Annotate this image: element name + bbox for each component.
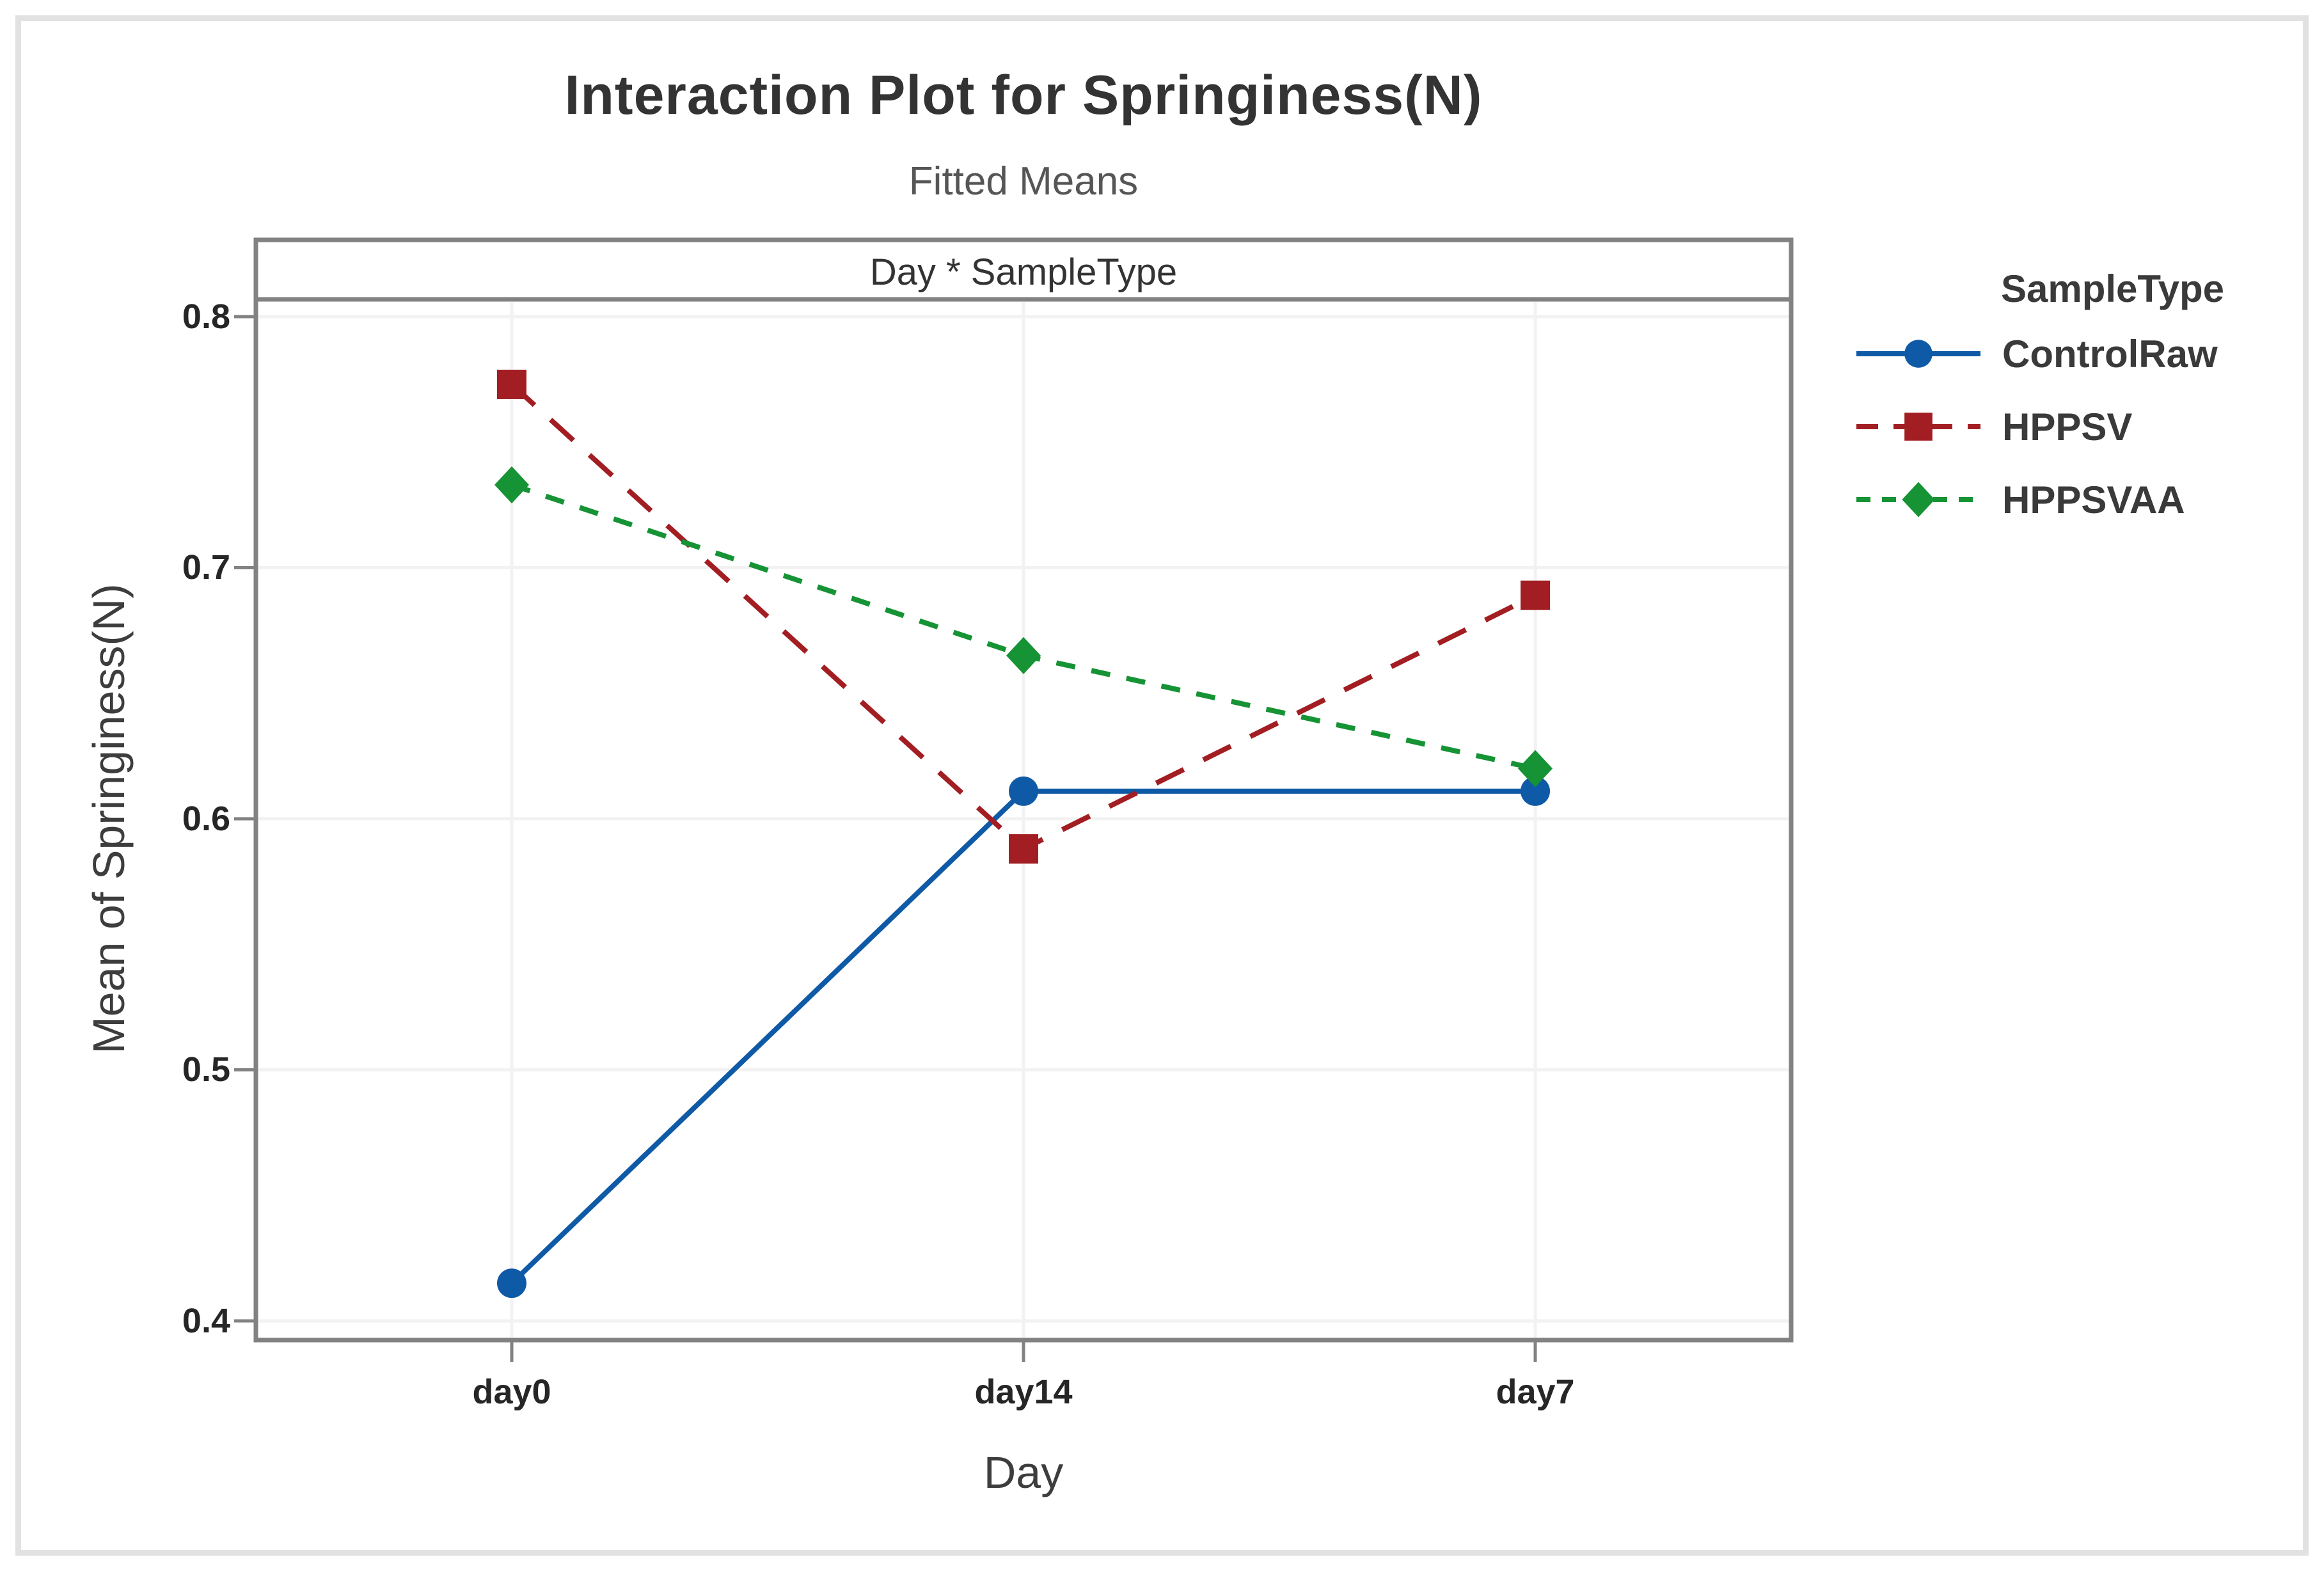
legend-label: HPPSVAA bbox=[2002, 478, 2185, 521]
legend-entry-hppsvaa: HPPSVAA bbox=[1855, 463, 2316, 536]
legend-swatch-circle-icon bbox=[1856, 340, 1980, 368]
x-tick-label-day14: day14 bbox=[974, 1373, 1073, 1411]
legend-entry-hppsv: HPPSV bbox=[1855, 390, 2316, 463]
legend-swatch-diamond-icon bbox=[1856, 482, 1980, 517]
y-tick-label-0.7: 0.7 bbox=[182, 548, 230, 587]
legend-label: HPPSV bbox=[2002, 405, 2133, 448]
y-tick-label-0.5: 0.5 bbox=[182, 1050, 230, 1089]
x-tick-label-day0: day0 bbox=[472, 1373, 551, 1411]
legend-title: SampleType bbox=[2001, 267, 2225, 310]
legend-swatch-square-icon bbox=[1856, 413, 1980, 441]
chart-title: Interaction Plot for Springiness(N) bbox=[564, 65, 1483, 126]
figure-border bbox=[15, 15, 2309, 1556]
legend-label: ControlRaw bbox=[2002, 332, 2218, 375]
x-tick-label-day7: day7 bbox=[1496, 1373, 1575, 1411]
y-axis-label: Mean of Springiness(N) bbox=[84, 583, 134, 1054]
x-axis-label: Day bbox=[983, 1448, 1064, 1497]
legend-entry-controlraw: ControlRaw bbox=[1855, 317, 2316, 390]
legend: SampleType ControlRaw HPPSV HPPSVAA bbox=[1855, 261, 2316, 536]
y-tick-label-0.6: 0.6 bbox=[182, 800, 230, 838]
panel-header: Day * SampleType bbox=[869, 251, 1178, 293]
chart-subtitle: Fitted Means bbox=[908, 159, 1139, 203]
y-tick-label-0.4: 0.4 bbox=[182, 1302, 230, 1340]
y-tick-label-0.8: 0.8 bbox=[182, 297, 230, 336]
